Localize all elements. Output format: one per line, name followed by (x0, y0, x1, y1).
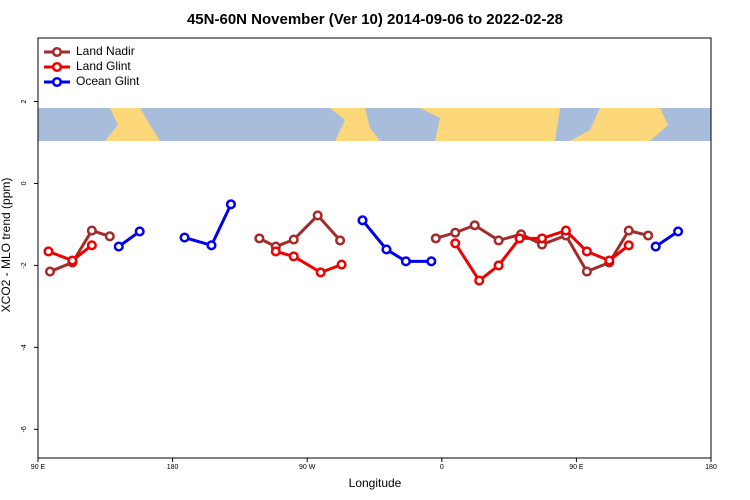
y-axis-label: XCO2 - MLO trend (ppm) (0, 178, 13, 313)
x-tick-label: 180 (167, 464, 179, 471)
data-point (315, 267, 326, 278)
data-point (426, 256, 437, 267)
plot-area (43, 199, 684, 286)
data-point (450, 238, 461, 249)
data-point (514, 233, 525, 244)
data-point (179, 232, 190, 243)
data-point (430, 233, 441, 244)
data-point (86, 240, 97, 251)
x-tick-label: 0 (440, 464, 444, 471)
data-point (581, 266, 592, 277)
data-point (335, 235, 346, 246)
data-point (288, 251, 299, 262)
legend-marker (51, 76, 63, 88)
data-point (450, 227, 461, 238)
data-point (650, 241, 661, 252)
data-point (134, 226, 145, 237)
data-point (560, 225, 571, 236)
data-point (43, 246, 54, 257)
series-line (49, 213, 649, 274)
data-point (536, 233, 548, 244)
series-line (117, 203, 679, 263)
data-point (493, 260, 504, 271)
legend-label: Ocean Glint (76, 74, 140, 88)
y-tick-label: -6 (21, 426, 28, 432)
data-point (474, 275, 485, 286)
map-strip (38, 108, 711, 141)
legend-label: Land Nadir (76, 44, 135, 58)
x-tick-label: 90 E (569, 464, 584, 471)
data-point (623, 240, 634, 251)
y-tick-label: -2 (21, 262, 28, 268)
y-tick-label: -4 (21, 344, 28, 350)
x-tick-label: 180 (705, 464, 717, 471)
data-point (67, 255, 78, 266)
data-point (312, 210, 323, 221)
data-point (254, 233, 265, 244)
y-tick-label: 0 (21, 181, 28, 185)
plot-frame (37, 37, 712, 459)
legend-marker (51, 61, 63, 73)
data-point (469, 220, 480, 231)
data-point (270, 246, 281, 257)
chart-title: 45N-60N November (Ver 10) 2014-09-06 to … (187, 11, 563, 28)
data-point (113, 241, 124, 252)
data-point (673, 226, 684, 237)
x-tick-label: 90 E (31, 464, 46, 471)
data-point (225, 199, 236, 210)
data-point (604, 255, 615, 266)
x-axis-label: Longitude (349, 476, 402, 490)
data-point (493, 235, 504, 246)
data-point (623, 225, 634, 236)
y-tick-label: 2 (21, 99, 28, 103)
data-point (288, 234, 299, 245)
legend-label: Land Glint (76, 59, 131, 73)
data-point (581, 246, 592, 257)
data-point (44, 266, 56, 277)
x-tick-label: 90 W (299, 464, 316, 471)
data-point (643, 230, 654, 241)
data-point (206, 240, 217, 251)
data-point (381, 244, 392, 255)
data-point (400, 256, 411, 267)
data-point (357, 215, 368, 226)
legend-marker (51, 46, 63, 58)
data-point (104, 231, 115, 242)
data-point (86, 225, 97, 236)
data-point (336, 259, 347, 270)
